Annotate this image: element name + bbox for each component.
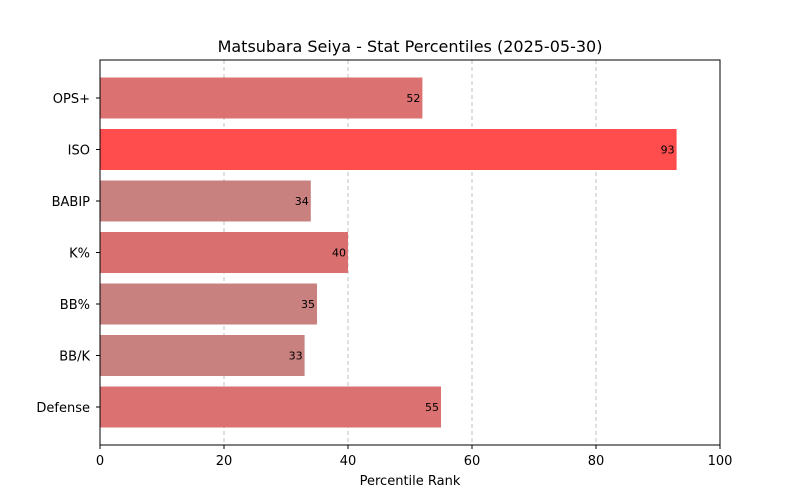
bar-bb- xyxy=(100,283,317,325)
x-tick-label: 100 xyxy=(708,454,733,469)
y-tick-label: BB% xyxy=(60,298,90,313)
bar-value-label: 93 xyxy=(661,144,675,157)
bar-babip xyxy=(100,180,311,222)
x-tick-label: 40 xyxy=(340,454,357,469)
y-tick-label: K% xyxy=(69,247,90,262)
bar-value-label: 55 xyxy=(425,401,439,414)
bar-defense xyxy=(100,386,441,428)
bar-ops- xyxy=(100,77,423,119)
bar-bb-k xyxy=(100,335,305,376)
bars-layer: 52 93 34 40 35 33 55 xyxy=(100,77,677,428)
y-tick-label: BB/K xyxy=(59,350,90,365)
y-tick-label: BABIP xyxy=(52,195,91,210)
x-axis-label: Percentile Rank xyxy=(360,474,461,489)
bar-k- xyxy=(100,232,348,273)
bar-iso xyxy=(100,129,677,170)
x-tick-label: 60 xyxy=(464,454,481,469)
x-tick-label: 20 xyxy=(216,454,233,469)
axis-layer: 0 20 40 60 80 100 OPS+ ISO BABIP K% BB% BB/K Defense xyxy=(36,92,732,469)
x-tick-label: 80 xyxy=(588,454,605,469)
bar-value-label: 40 xyxy=(332,247,346,260)
bar-value-label: 52 xyxy=(406,92,420,105)
bar-value-label: 33 xyxy=(289,350,303,363)
y-tick-label: ISO xyxy=(68,144,90,159)
y-tick-label: OPS+ xyxy=(53,92,90,107)
bar-value-label: 34 xyxy=(295,195,309,208)
bar-value-label: 35 xyxy=(301,298,315,311)
y-tick-label: Defense xyxy=(36,401,90,416)
chart-title: Matsubara Seiya - Stat Percentiles (2025… xyxy=(218,37,603,56)
x-tick-label: 0 xyxy=(96,454,104,469)
